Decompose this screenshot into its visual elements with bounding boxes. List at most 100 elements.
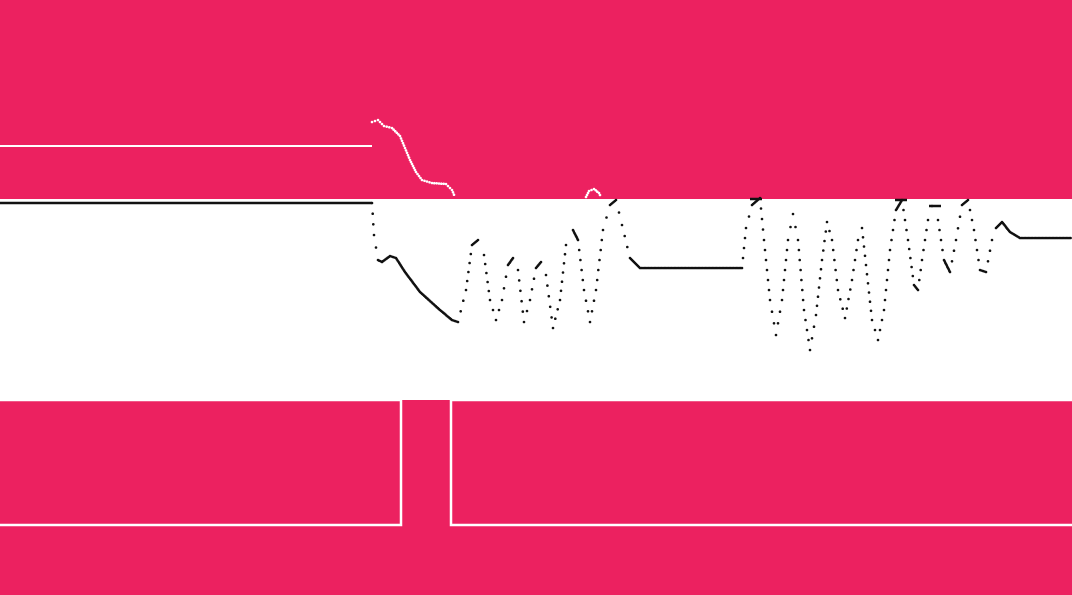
waveform-dot bbox=[763, 248, 767, 252]
waveform-dot bbox=[984, 270, 988, 274]
waveform-dot bbox=[382, 124, 386, 128]
waveform-dot bbox=[807, 338, 810, 342]
waveform-dot bbox=[598, 258, 601, 262]
waveform-dot bbox=[585, 193, 589, 197]
waveform-dot bbox=[853, 258, 857, 262]
waveform-dot bbox=[902, 208, 905, 212]
waveform-dot bbox=[850, 278, 854, 282]
waveform-dot bbox=[836, 288, 840, 292]
waveform-dot bbox=[869, 309, 873, 313]
waveform-dot bbox=[776, 322, 780, 325]
waveform-dot bbox=[423, 179, 426, 183]
waveform-dot bbox=[430, 181, 434, 185]
waveform-dot bbox=[467, 270, 470, 274]
waveform-dot bbox=[388, 126, 391, 129]
waveform-dot bbox=[548, 305, 552, 309]
waveform-dot bbox=[805, 328, 809, 332]
waveform-dot bbox=[759, 207, 763, 210]
waveform-dot bbox=[530, 288, 534, 291]
waveform-dot bbox=[401, 141, 405, 145]
waveform-dot bbox=[797, 248, 801, 252]
waveform-dot bbox=[916, 288, 920, 292]
waveform-dot bbox=[887, 258, 891, 262]
waveform-dot bbox=[866, 282, 870, 285]
waveform-dot bbox=[385, 125, 389, 128]
waveform-dot bbox=[617, 211, 621, 214]
waveform-dot bbox=[972, 228, 976, 232]
waveform-dot bbox=[600, 238, 604, 242]
waveform-dot bbox=[419, 176, 422, 180]
waveform-dot bbox=[988, 249, 992, 252]
dotted-waveform-trace bbox=[370, 118, 1072, 352]
waveform-dot bbox=[830, 238, 834, 242]
waveform-dot bbox=[740, 266, 744, 270]
waveform-dot bbox=[986, 260, 990, 263]
waveform-dot bbox=[393, 129, 397, 133]
waveform-dot bbox=[925, 228, 928, 232]
waveform-dot bbox=[597, 268, 600, 272]
waveform-dot bbox=[845, 307, 849, 310]
waveform-dot bbox=[378, 120, 382, 124]
waveform-dot bbox=[521, 310, 525, 313]
waveform-dot bbox=[452, 193, 456, 196]
waveform-dot bbox=[798, 258, 801, 262]
waveform-dot bbox=[370, 201, 374, 205]
waveform-dot bbox=[824, 230, 828, 233]
waveform-dot bbox=[528, 298, 532, 302]
waveform-dot bbox=[1069, 236, 1072, 240]
waveform-dot bbox=[371, 212, 375, 215]
waveform-dot bbox=[939, 238, 943, 242]
waveform-dot bbox=[525, 309, 529, 313]
waveform-dot bbox=[547, 294, 551, 298]
waveform-dot bbox=[581, 278, 585, 282]
waveform-dot bbox=[786, 238, 790, 242]
waveform-dot bbox=[936, 218, 940, 222]
bottom-right-outline-box bbox=[449, 398, 1072, 527]
waveform-dot bbox=[876, 338, 880, 342]
waveform-dot bbox=[816, 295, 820, 299]
waveform-dot bbox=[539, 260, 543, 264]
waveform-dot bbox=[863, 254, 867, 258]
waveform-dot bbox=[843, 316, 847, 320]
white-band bbox=[0, 199, 1072, 400]
waveform-dot bbox=[588, 320, 592, 324]
waveform-dot bbox=[442, 182, 446, 186]
waveform-dot bbox=[579, 258, 582, 262]
waveform-dot bbox=[435, 182, 439, 185]
waveform-dot bbox=[743, 236, 747, 240]
waveform-dot bbox=[411, 164, 415, 168]
waveform-dot bbox=[802, 308, 806, 312]
waveform-dot bbox=[559, 289, 563, 293]
waveform-dot bbox=[880, 318, 884, 322]
waveform-dot bbox=[906, 238, 910, 242]
waveform-dot bbox=[831, 248, 835, 252]
waveform-dot bbox=[390, 126, 394, 130]
waveform-dot bbox=[767, 288, 771, 292]
bottom-left-outline-box bbox=[0, 398, 403, 527]
waveform-dot bbox=[620, 223, 624, 227]
waveform-dot bbox=[766, 278, 770, 282]
waveform-dot bbox=[861, 236, 865, 239]
waveform-dot bbox=[587, 189, 591, 193]
waveform-dot bbox=[948, 270, 952, 274]
waveform-dot bbox=[835, 278, 839, 282]
waveform-dot bbox=[397, 133, 400, 136]
waveform-dot bbox=[580, 268, 583, 272]
waveform-dot bbox=[395, 131, 399, 135]
waveform-dot bbox=[849, 288, 852, 291]
waveform-dot bbox=[392, 128, 395, 131]
waveform-dot bbox=[882, 308, 886, 312]
waveform-dot bbox=[494, 318, 498, 322]
waveform-dot bbox=[905, 228, 908, 232]
waveform-dot bbox=[372, 223, 375, 226]
waveform-dot bbox=[977, 258, 980, 262]
waveform-dot bbox=[551, 326, 555, 330]
waveform-dot bbox=[801, 288, 804, 292]
waveform-dot bbox=[926, 218, 930, 222]
waveform-dot bbox=[772, 322, 776, 325]
waveform-dot bbox=[855, 248, 858, 252]
waveform-dot bbox=[437, 182, 441, 185]
waveform-dot bbox=[814, 313, 818, 317]
waveform-dot bbox=[741, 256, 745, 260]
